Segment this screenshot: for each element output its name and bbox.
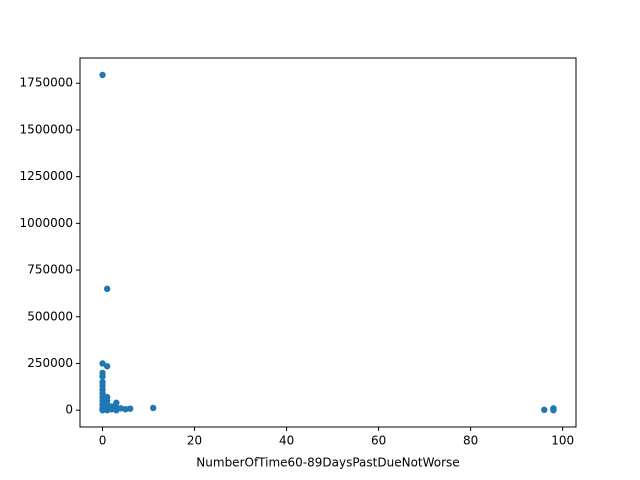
- x-tick-label: 60: [371, 434, 386, 448]
- point: [99, 360, 106, 367]
- y-tick-label: 1750000: [20, 76, 73, 90]
- point: [113, 399, 120, 406]
- point: [99, 71, 106, 79]
- x-tick-label: 40: [279, 434, 294, 448]
- plot-frame: [79, 57, 577, 428]
- point: [126, 405, 134, 412]
- y-tick-label: 1000000: [20, 216, 73, 230]
- x-tick-label: 80: [463, 434, 478, 448]
- point: [103, 363, 111, 370]
- y-tick-label: 0: [65, 403, 73, 417]
- x-tick-label: 20: [187, 434, 202, 448]
- x-tick-label: 100: [551, 434, 574, 448]
- point: [149, 404, 157, 412]
- point: [103, 285, 111, 293]
- y-tick-label: 500000: [27, 309, 73, 323]
- point: [99, 373, 106, 380]
- y-tick-label: 1500000: [20, 122, 73, 136]
- point: [550, 406, 557, 414]
- y-tick-label: 250000: [27, 356, 73, 370]
- point: [541, 406, 548, 414]
- y-tick-label: 1250000: [20, 169, 73, 183]
- x-axis-label: NumberOfTime60-89DaysPastDueNotWorse: [196, 456, 459, 470]
- y-tick-label: 750000: [27, 263, 73, 277]
- x-tick-label: 0: [99, 434, 107, 448]
